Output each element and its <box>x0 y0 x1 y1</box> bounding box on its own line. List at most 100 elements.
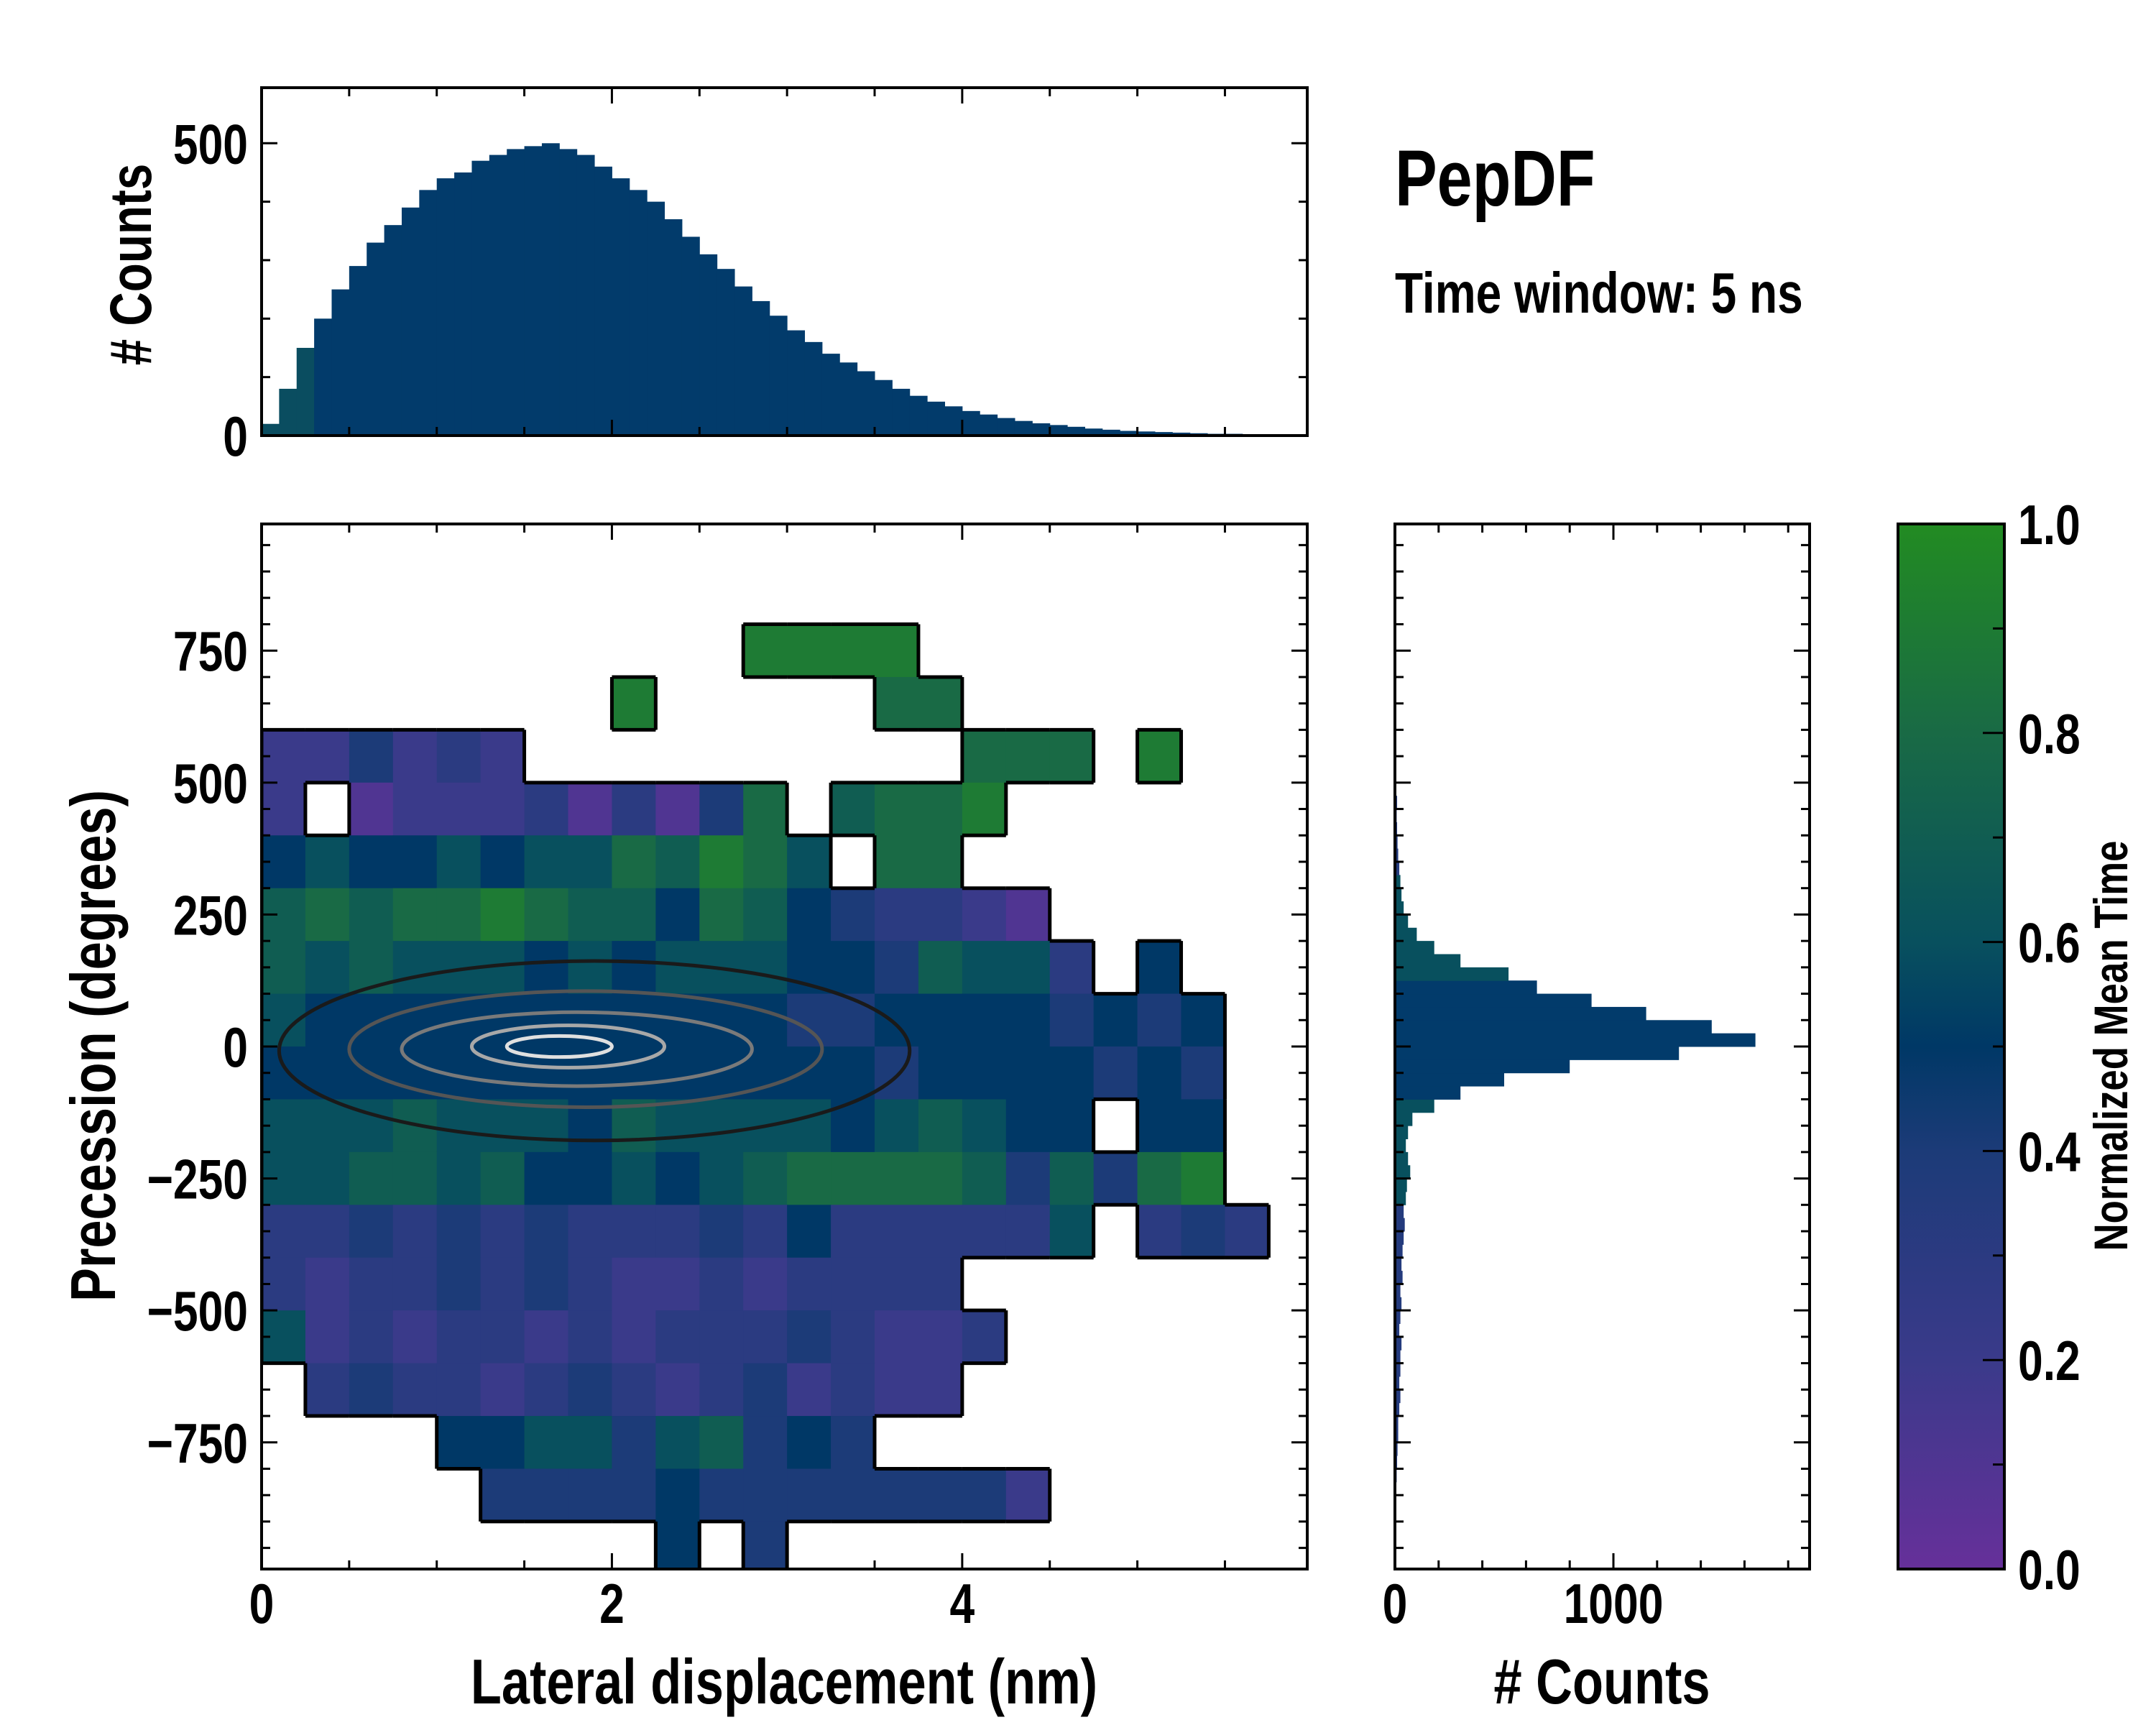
heatmap-cell <box>655 1310 700 1364</box>
heatmap-cell <box>831 1310 875 1364</box>
heatmap-cell <box>568 1205 612 1259</box>
heatmap-cell <box>612 676 656 730</box>
y-tick-label-wrap: 500 <box>173 113 248 175</box>
heatmap-cell <box>655 1363 700 1417</box>
histogram-bar <box>1395 1429 1399 1443</box>
heatmap-cell <box>305 1257 350 1311</box>
heatmap-cell <box>787 1310 831 1364</box>
heatmap-cell <box>436 1416 482 1469</box>
y-tick-label-wrap: 500 <box>173 752 248 814</box>
heatmap-cell <box>1049 941 1095 995</box>
histogram-bar <box>699 254 718 436</box>
y-tick-label: −500 <box>147 1279 248 1342</box>
heatmap-cell <box>524 782 569 836</box>
density-contour <box>277 959 912 1143</box>
y-tick-label: 0 <box>223 1016 248 1078</box>
y-axis-label: Precession (degrees) <box>57 790 128 1302</box>
heatmap-cell <box>1181 1046 1225 1100</box>
heatmap-cell <box>1049 1151 1095 1205</box>
heatmap-cell <box>743 941 788 995</box>
heatmap-cell <box>524 1363 569 1417</box>
heatmap-cell <box>480 1205 525 1259</box>
heatmap-cell <box>1049 1099 1095 1153</box>
heatmap-cell <box>787 1099 831 1153</box>
histogram-bar <box>1395 1138 1406 1153</box>
heatmap-cell <box>787 1046 831 1100</box>
histogram-bar <box>314 318 332 436</box>
x-tick-label-wrap: 1000 <box>1564 1572 1664 1634</box>
histogram-bar <box>349 266 367 436</box>
heatmap-cell <box>918 782 963 836</box>
heatmap-cell <box>1005 1205 1051 1259</box>
y-axis-label: # Counts <box>98 164 164 366</box>
histogram-bar <box>752 300 770 436</box>
heatmap-cell <box>787 1205 831 1259</box>
heatmap-cell <box>787 1151 831 1205</box>
histogram-bar <box>1395 967 1509 981</box>
y-tick-label-wrap: 750 <box>173 620 248 683</box>
histogram-bar <box>524 146 543 436</box>
colorbar-tick-label: 0.8 <box>2018 702 2081 765</box>
density-contour <box>400 1010 754 1088</box>
histogram-bar <box>471 160 490 436</box>
heatmap-cell <box>1137 1151 1182 1205</box>
heatmap-cell <box>480 993 525 1047</box>
heatmap-cell <box>655 1521 700 1569</box>
x-axis-label: Lateral displacement (nm) <box>471 1646 1097 1716</box>
heatmap-cell <box>1005 941 1051 995</box>
histogram-bar <box>717 269 735 436</box>
heatmap-cell <box>699 1310 744 1364</box>
histogram-bar <box>875 380 893 436</box>
histogram-bar <box>1102 429 1120 436</box>
heatmap-cell <box>962 1310 1007 1364</box>
heatmap-cell <box>349 1151 394 1205</box>
x-tick-label: 4 <box>950 1572 975 1634</box>
x-tick-label-wrap: 0 <box>1383 1572 1408 1634</box>
heatmap-cell <box>831 1468 875 1522</box>
chart-title: PepDF <box>1395 135 1595 224</box>
histogram-bar <box>909 395 928 436</box>
y-tick-label: 500 <box>173 113 248 175</box>
histogram-bar <box>1395 1178 1407 1192</box>
heatmap-cell <box>392 1257 438 1311</box>
heatmap-cell <box>392 941 438 995</box>
heatmap-cell <box>831 1046 875 1100</box>
heatmap-cell <box>612 1151 656 1205</box>
histogram-bar <box>1154 432 1173 436</box>
heatmap-cell <box>1005 730 1051 783</box>
heatmap-cell <box>612 1257 656 1311</box>
heatmap-cell <box>480 1257 525 1311</box>
heatmap-cell <box>436 1151 482 1205</box>
heatmap-cell <box>480 730 525 783</box>
heatmap-cell <box>962 993 1007 1047</box>
heatmap-cell <box>436 782 482 836</box>
heatmap-cell <box>962 888 1007 942</box>
x-tick-label: 2 <box>599 1572 625 1634</box>
heatmap-cell <box>655 1205 700 1259</box>
heatmap-cell <box>875 835 919 889</box>
heatmap-cell <box>875 624 919 678</box>
heatmap-cell <box>875 888 919 942</box>
histogram-bar <box>331 289 350 436</box>
heatmap-cell <box>1181 1151 1225 1205</box>
heatmap-cell <box>875 1363 919 1417</box>
heatmap-cell <box>305 835 350 889</box>
heatmap-cell <box>436 730 482 783</box>
histogram-bar <box>541 143 560 436</box>
heatmap-cell <box>1137 941 1182 995</box>
histogram-bar <box>1395 1376 1400 1390</box>
heatmap-cell <box>1181 1099 1225 1153</box>
heatmap-cell <box>875 676 919 730</box>
heatmap-cell <box>962 782 1007 836</box>
y-axis-label-wrap: # Counts <box>98 164 164 366</box>
histogram-bar <box>1395 980 1537 995</box>
heatmap-cell <box>392 888 438 942</box>
histogram-bar <box>1395 1033 1756 1047</box>
heatmap-cell <box>392 1310 438 1364</box>
heatmap-cell <box>699 1257 744 1311</box>
heatmap-cell <box>392 1151 438 1205</box>
heatmap-cell <box>305 888 350 942</box>
main-heatmap: 0 2 4 750 500 250 0 −250 −500 −750 Lateral displac… <box>57 523 1309 1717</box>
heatmap-cell <box>349 730 394 783</box>
heatmap-cell <box>787 1416 831 1469</box>
